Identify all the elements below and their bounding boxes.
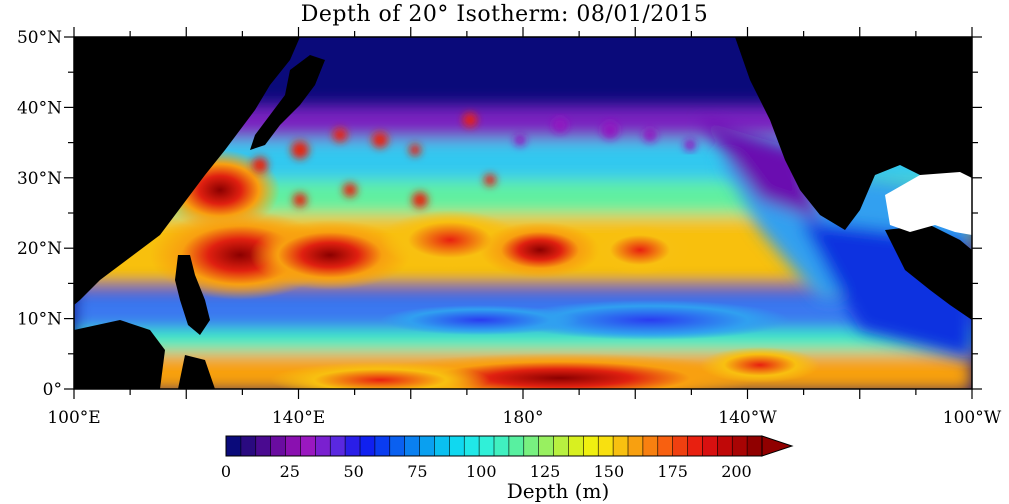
- colorbar-tick-label: 50: [343, 462, 363, 481]
- colorbar-swatch: [642, 436, 659, 456]
- colorbar-swatch: [434, 436, 450, 456]
- lat-tick-label: 40°N: [17, 98, 62, 118]
- colorbar-swatch: [538, 436, 554, 456]
- colorbar-tick-label: 150: [594, 462, 625, 481]
- colorbar-tick-labels: 0 25 50 75 100 125 150 175 200: [221, 462, 752, 481]
- colorbar: [225, 435, 794, 457]
- colorbar-swatch: [285, 436, 301, 456]
- colorbar-tick-label: 25: [280, 462, 300, 481]
- colorbar-swatch: [345, 436, 361, 456]
- latitude-axis: 50°N 40°N 30°N 20°N 10°N 0°: [17, 28, 982, 400]
- colorbar-swatch: [240, 436, 257, 456]
- colorbar-over-arrow: [761, 435, 794, 457]
- colorbar-swatch: [464, 436, 480, 456]
- colorbar-tick-label: 125: [530, 462, 561, 481]
- lat-tick-label: 50°N: [17, 28, 62, 48]
- colorbar-swatch: [628, 436, 644, 456]
- colorbar-swatch: [613, 436, 629, 456]
- colorbar-swatch: [404, 436, 420, 456]
- land-mask: [74, 37, 972, 389]
- colorbar-swatch: [508, 436, 525, 456]
- colorbar-tick-label: 100: [466, 462, 497, 481]
- colorbar-swatch: [389, 436, 406, 456]
- colorbar-swatch: [672, 436, 688, 456]
- colorbar-swatch: [419, 436, 435, 456]
- colorbar-swatch: [255, 436, 272, 456]
- colorbar-swatch: [270, 436, 286, 456]
- colorbar-tick-label: 75: [407, 462, 427, 481]
- colorbar-swatch: [449, 436, 465, 456]
- colorbar-tick-label: 0: [221, 462, 231, 481]
- colorbar-title: Depth (m): [507, 479, 610, 503]
- lat-tick-label: 10°N: [17, 310, 62, 330]
- colorbar-swatch: [747, 436, 763, 456]
- lon-tick-label: 100°E: [47, 408, 100, 428]
- colorbar-swatch: [553, 436, 569, 456]
- colorbar-swatch: [330, 436, 346, 456]
- colorbar-swatch: [494, 436, 510, 456]
- colorbar-swatch: [315, 436, 331, 456]
- lon-tick-label: 140°W: [718, 408, 777, 428]
- colorbar-swatch: [226, 436, 242, 456]
- colorbar-tick-label: 200: [721, 462, 752, 481]
- lat-tick-label: 30°N: [17, 169, 62, 189]
- colorbar-tick-label: 175: [657, 462, 688, 481]
- colorbar-swatch: [300, 436, 316, 456]
- lon-tick-label: 180°: [503, 408, 544, 428]
- colorbar-swatch: [657, 436, 674, 456]
- colorbar-swatch: [583, 436, 599, 456]
- map-title: Depth of 20° Isotherm: 08/01/2015: [300, 2, 709, 27]
- colorbar-swatch: [598, 436, 614, 456]
- longitude-axis: 100°E 140°E 180° 140°W 100°W: [47, 27, 1002, 428]
- lat-tick-label: 20°N: [17, 239, 62, 259]
- colorbar-swatch: [523, 436, 540, 456]
- colorbar-swatch: [360, 436, 376, 456]
- lon-tick-label: 140°E: [272, 408, 325, 428]
- lon-tick-label: 100°W: [943, 408, 1002, 428]
- lat-tick-label: 0°: [43, 380, 62, 400]
- colorbar-swatch: [687, 436, 703, 456]
- depth-field: [74, 37, 972, 389]
- colorbar-swatch: [702, 436, 718, 456]
- colorbar-swatch: [717, 436, 733, 456]
- colorbar-swatch: [732, 436, 748, 456]
- colorbar-swatch: [568, 436, 584, 456]
- no-data-region: [885, 172, 972, 235]
- colorbar-swatch: [374, 436, 391, 456]
- colorbar-swatch: [479, 436, 495, 456]
